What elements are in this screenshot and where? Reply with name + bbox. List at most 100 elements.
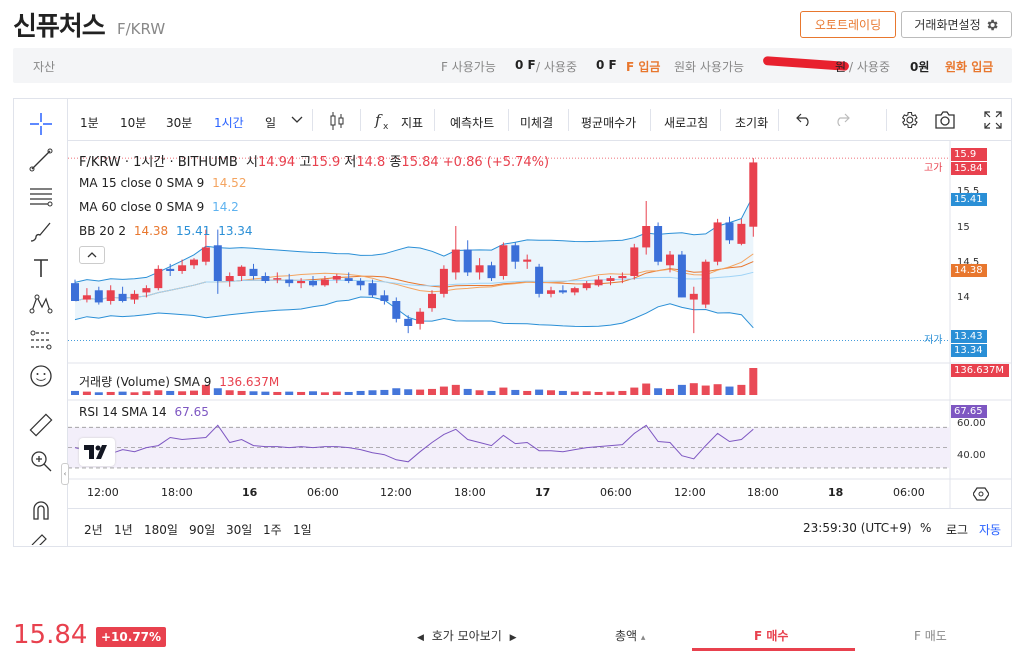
volume-bar: [273, 391, 282, 395]
candle-body: [273, 278, 282, 280]
auto-toggle[interactable]: 자동: [979, 523, 1002, 537]
bb-label: BB 20 2: [79, 224, 126, 238]
f-deposit-link[interactable]: F 입금: [626, 60, 661, 74]
candle-body: [689, 293, 698, 300]
avg-buy-price-button[interactable]: 평균매수가: [581, 116, 637, 130]
pencil-lock-icon[interactable]: [28, 531, 54, 545]
ruler-icon[interactable]: [28, 412, 54, 438]
pattern-icon[interactable]: [28, 291, 54, 317]
range-1w[interactable]: 1주: [263, 523, 282, 537]
interval-1h[interactable]: 1시간: [214, 116, 244, 130]
chart-settings-gear-icon[interactable]: [899, 110, 919, 130]
candle-body: [725, 222, 734, 241]
undo-icon[interactable]: [796, 112, 812, 126]
total-sort[interactable]: 총액 ▴: [615, 627, 645, 644]
candle-body: [201, 247, 210, 262]
collapse-toolbar-handle[interactable]: ‹: [61, 463, 69, 485]
krw-in-use-label: / 사용중: [849, 60, 890, 74]
refresh-button[interactable]: 새로고침: [664, 116, 709, 130]
bollinger-upper-line: [74, 195, 754, 283]
crosshair-icon[interactable]: [28, 111, 54, 137]
zoom-in-icon[interactable]: [28, 448, 54, 474]
range-1y[interactable]: 1년: [114, 523, 133, 537]
unfilled-orders-button[interactable]: 미체결: [520, 116, 554, 130]
svg-text:x: x: [383, 122, 389, 131]
prediction-icon[interactable]: [28, 327, 54, 353]
bb-mid-tag: 14.38: [951, 264, 987, 277]
bb-upper-value: 15.41: [176, 224, 211, 238]
volume-bar: [523, 390, 532, 395]
volume-bar: [201, 384, 210, 395]
ma15-label: MA 15 close 0 SMA 9: [79, 176, 205, 190]
volume-bar: [487, 390, 496, 395]
volume-bar: [285, 391, 294, 395]
forecast-chart-button[interactable]: 예측차트: [450, 116, 495, 130]
volume-bar: [356, 390, 365, 395]
brush-icon[interactable]: [28, 219, 54, 245]
volume-bar: [332, 391, 341, 395]
range-bar: 2년 1년 180일 90일 30일 1주 1일 23:59:30 (UTC+9…: [68, 508, 1011, 546]
price-chart[interactable]: [68, 141, 1011, 508]
percent-toggle[interactable]: %: [920, 521, 932, 535]
volume-bar: [428, 388, 436, 395]
volume-bar: [154, 390, 163, 395]
krw-available-label: 원화 사용가능: [674, 60, 745, 74]
collapse-legend-button[interactable]: [79, 246, 105, 264]
volume-tag: 136.637M: [951, 364, 1009, 377]
total-label: 총액: [615, 629, 638, 643]
volume-bar: [677, 384, 686, 395]
change-value: +0.86 (+5.74%): [442, 155, 550, 170]
reset-button[interactable]: 초기화: [735, 116, 769, 130]
range-2y[interactable]: 2년: [84, 523, 103, 537]
open-value: 14.94: [257, 155, 296, 170]
text-tool-icon[interactable]: [28, 255, 54, 281]
chevron-down-icon[interactable]: [291, 116, 303, 124]
volume-bar: [606, 391, 615, 395]
indicator-button[interactable]: 지표: [401, 116, 424, 130]
candle-body: [511, 245, 520, 262]
volume-bar: [392, 388, 401, 395]
interval-10m[interactable]: 10분: [120, 116, 147, 130]
sell-tab[interactable]: F 매도: [914, 629, 947, 643]
rsi-label: RSI 14 SMA 14: [79, 405, 167, 419]
krw-deposit-link[interactable]: 원화 입금: [945, 60, 994, 74]
ma15-legend: MA 15 close 0 SMA 9 14.52: [79, 176, 246, 190]
auto-trading-button[interactable]: 오토트레이딩: [800, 11, 896, 38]
buy-tab[interactable]: F 매수: [754, 629, 789, 643]
volume-bar: [380, 389, 389, 395]
range-180d[interactable]: 180일: [144, 523, 178, 537]
emoji-icon[interactable]: [28, 363, 54, 389]
fullscreen-icon[interactable]: [984, 111, 1002, 129]
orderbook-label: 호가 모아보기: [431, 629, 502, 643]
time-tick: 18:00: [747, 486, 779, 499]
camera-icon[interactable]: [934, 111, 956, 129]
range-30d[interactable]: 30일: [226, 523, 253, 537]
interval-day[interactable]: 일: [265, 116, 277, 130]
clock-timezone[interactable]: 23:59:30 (UTC+9): [803, 521, 912, 535]
volume-bar: [737, 384, 746, 395]
candle-body: [249, 268, 258, 276]
orderbook-toggle[interactable]: ◀ 호가 모아보기 ▶: [417, 627, 517, 644]
interval-1m[interactable]: 1분: [80, 116, 99, 130]
time-tick: 16: [242, 486, 258, 499]
candle-type-icon[interactable]: [328, 111, 346, 131]
range-90d[interactable]: 90일: [189, 523, 216, 537]
low-price-tag: 13.43: [951, 330, 987, 343]
candle-body: [404, 318, 413, 326]
magnet-icon[interactable]: [28, 497, 54, 523]
fib-retracement-icon[interactable]: [28, 183, 54, 209]
redo-icon[interactable]: [834, 112, 850, 126]
axis-settings-icon[interactable]: [973, 487, 989, 501]
candle-body: [582, 283, 591, 289]
log-toggle[interactable]: 로그: [946, 523, 969, 537]
trend-line-icon[interactable]: [28, 147, 54, 173]
interval-30m[interactable]: 30분: [166, 116, 193, 130]
range-1d[interactable]: 1일: [293, 523, 312, 537]
candle-body: [475, 265, 484, 273]
screen-settings-button[interactable]: 거래화면설정: [901, 11, 1012, 38]
volume-bar: [749, 368, 758, 395]
candle-body: [166, 268, 175, 271]
price-tick-14.5: 14.5: [957, 257, 980, 268]
